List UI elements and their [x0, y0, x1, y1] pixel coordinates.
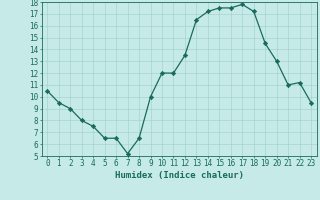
X-axis label: Humidex (Indice chaleur): Humidex (Indice chaleur) — [115, 171, 244, 180]
